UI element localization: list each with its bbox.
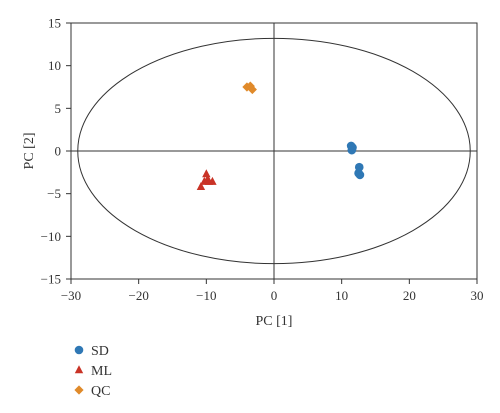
x-axis-title: PC [1] bbox=[256, 314, 293, 329]
y-axis-title: PC [2] bbox=[22, 133, 37, 170]
data-point-sd bbox=[347, 145, 357, 155]
y-tick-label: 5 bbox=[55, 101, 62, 116]
x-tick-label: −20 bbox=[128, 288, 148, 303]
data-points bbox=[196, 81, 365, 191]
y-tick-label: −5 bbox=[47, 186, 61, 201]
data-point-ml bbox=[196, 182, 206, 191]
y-tick-label: −10 bbox=[41, 229, 61, 244]
x-tick-label: 0 bbox=[271, 288, 278, 303]
y-tick-label: 15 bbox=[48, 16, 61, 31]
legend: SD ML QC bbox=[74, 344, 112, 399]
y-tick-label: 0 bbox=[55, 144, 62, 159]
data-point-sd bbox=[355, 170, 365, 180]
legend-marker-sd bbox=[74, 345, 84, 355]
legend-label-ml: ML bbox=[91, 364, 112, 379]
y-tick-label: −15 bbox=[41, 272, 61, 287]
legend-label-sd: SD bbox=[91, 344, 109, 359]
x-tick-label: 30 bbox=[471, 288, 484, 303]
data-point-qc bbox=[245, 81, 255, 91]
legend-marker-qc bbox=[74, 385, 84, 395]
legend-label-qc: QC bbox=[91, 384, 110, 399]
data-point-ml bbox=[208, 176, 217, 185]
legend-marker-ml bbox=[74, 365, 84, 374]
data-point-qc bbox=[247, 84, 257, 95]
x-tick-label: −30 bbox=[61, 288, 81, 303]
y-axis-ticks: −15 −10 −5 0 5 10 15 bbox=[41, 16, 71, 287]
data-point-ml bbox=[202, 169, 211, 178]
x-tick-label: 10 bbox=[335, 288, 348, 303]
x-tick-label: −10 bbox=[196, 288, 216, 303]
x-tick-label: 20 bbox=[403, 288, 416, 303]
x-axis-ticks: −30 −20 −10 0 10 20 30 bbox=[61, 279, 484, 303]
y-tick-label: 10 bbox=[48, 58, 61, 73]
